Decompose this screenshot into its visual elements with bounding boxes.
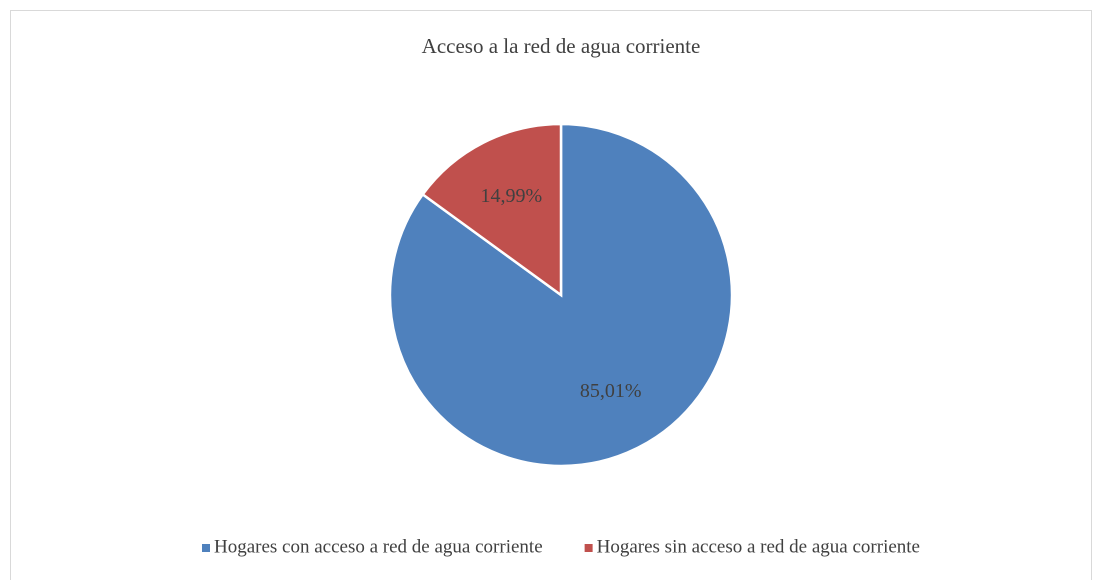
data-label: 14,99% xyxy=(481,185,543,207)
pie-slice xyxy=(420,122,563,298)
pie-slice xyxy=(388,122,734,468)
legend-marker xyxy=(202,544,210,552)
legend-label: Hogares sin acceso a red de agua corrien… xyxy=(597,536,920,557)
legend-marker xyxy=(584,544,593,552)
data-label: 85,01% xyxy=(580,380,642,402)
legend-label: Hogares con acceso a red de agua corrien… xyxy=(214,536,543,557)
chart-title: Acceso a la red de agua corriente xyxy=(422,34,701,58)
